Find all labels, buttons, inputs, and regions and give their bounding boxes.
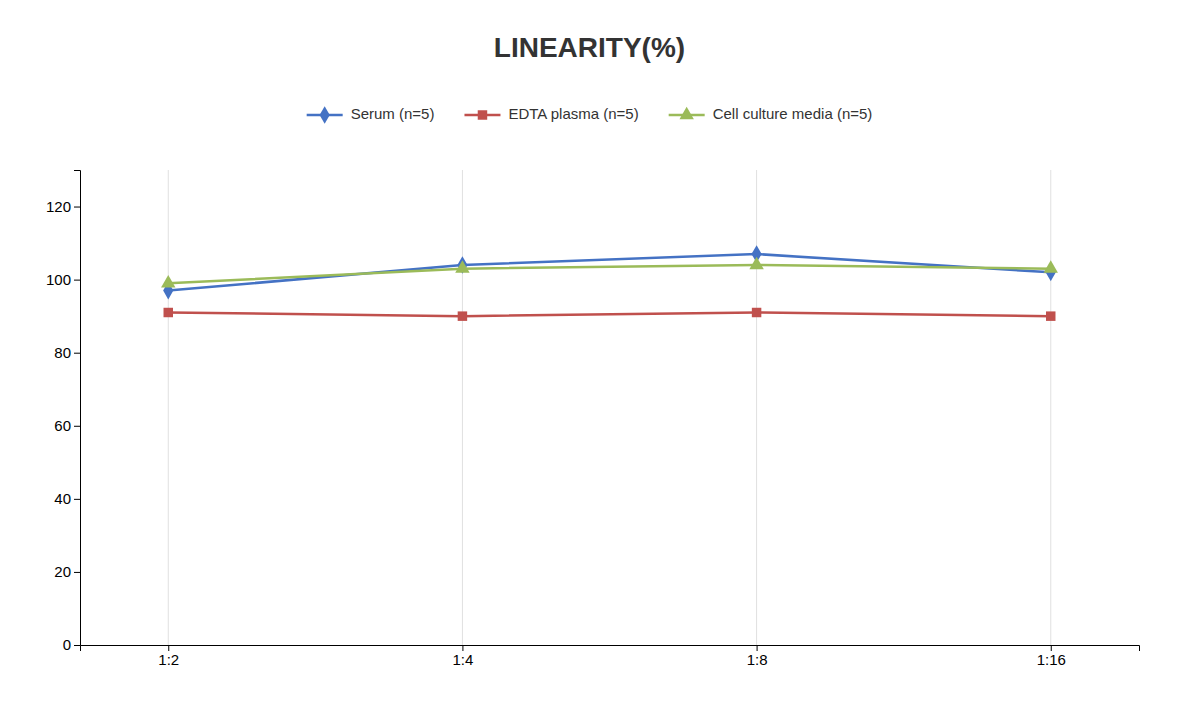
chart: LINEARITY(%) 0 20 40 60 80 100 120 1:2 1:4 1:8 1:16… xyxy=(0,0,1179,705)
x-axis: 1:2 1:4 1:8 1:16 xyxy=(81,645,1140,668)
y-tick-mark xyxy=(74,280,80,281)
marker xyxy=(458,311,467,320)
y-tick-label: 100 xyxy=(46,271,71,288)
marker xyxy=(749,257,763,269)
y-tick: 40 xyxy=(54,490,80,507)
legend-item: Cell culture media (n=5) xyxy=(669,105,873,122)
grid-line xyxy=(756,170,757,645)
grid-line xyxy=(168,170,169,645)
legend-item: EDTA plasma (n=5) xyxy=(464,105,638,122)
x-tick: 1:4 xyxy=(452,645,473,668)
y-tick: 0 xyxy=(63,636,80,653)
y-tick-label: 120 xyxy=(46,198,71,215)
marker xyxy=(161,275,175,287)
line xyxy=(168,254,1051,291)
y-axis-line xyxy=(74,171,81,646)
x-axis-line xyxy=(81,646,1140,652)
y-axis: 0 20 40 60 80 100 120 xyxy=(46,171,81,654)
legend-symbol xyxy=(320,106,330,124)
y-tick-label: 60 xyxy=(54,417,71,434)
x-tick: 1:8 xyxy=(747,645,768,668)
y-tick-mark xyxy=(74,572,80,573)
y-tick-mark xyxy=(74,353,80,354)
y-tick-label: 80 xyxy=(54,344,71,361)
line xyxy=(168,265,1051,283)
x-tick-label: 1:4 xyxy=(452,651,473,668)
legend: Serum (n=5) EDTA plasma (n=5) Cell culture… xyxy=(307,105,873,124)
grid-line xyxy=(462,170,463,645)
series xyxy=(161,257,1058,288)
y-tick-label: 0 xyxy=(63,636,71,653)
legend-label: EDTA plasma (n=5) xyxy=(508,105,638,122)
legend-label: Cell culture media (n=5) xyxy=(713,105,873,122)
y-tick: 80 xyxy=(54,344,80,361)
x-tick-label: 1:2 xyxy=(158,651,179,668)
grid xyxy=(168,170,1051,645)
y-tick-mark xyxy=(74,499,80,500)
y-tick-label: 20 xyxy=(54,563,71,580)
grid-line xyxy=(1050,170,1051,645)
legend-symbol xyxy=(679,107,693,119)
plot: 0 20 40 60 80 100 120 1:2 1:4 1:8 1:16 xyxy=(46,170,1140,668)
y-tick: 60 xyxy=(54,417,80,434)
y-tick: 20 xyxy=(54,563,80,580)
line xyxy=(168,313,1051,317)
marks xyxy=(161,245,1058,321)
y-tick-mark xyxy=(74,426,80,427)
y-tick-mark xyxy=(74,645,80,646)
y-tick-mark xyxy=(74,207,80,208)
x-tick: 1:2 xyxy=(158,645,179,668)
x-tick: 1:16 xyxy=(1037,645,1066,668)
title: LINEARITY(%) xyxy=(494,32,685,63)
legend-symbol xyxy=(478,110,487,119)
marker xyxy=(455,260,469,272)
marker xyxy=(1044,260,1058,272)
series xyxy=(163,245,1056,299)
marker xyxy=(752,308,761,317)
marker xyxy=(164,308,173,317)
marker xyxy=(1046,311,1055,320)
legend-item: Serum (n=5) xyxy=(307,105,435,124)
y-tick: 100 xyxy=(46,271,80,288)
y-tick-label: 40 xyxy=(54,490,71,507)
x-tick-label: 1:8 xyxy=(747,651,768,668)
series xyxy=(164,308,1056,321)
legend-label: Serum (n=5) xyxy=(351,105,435,122)
y-tick: 120 xyxy=(46,198,80,215)
x-tick-label: 1:16 xyxy=(1037,651,1066,668)
